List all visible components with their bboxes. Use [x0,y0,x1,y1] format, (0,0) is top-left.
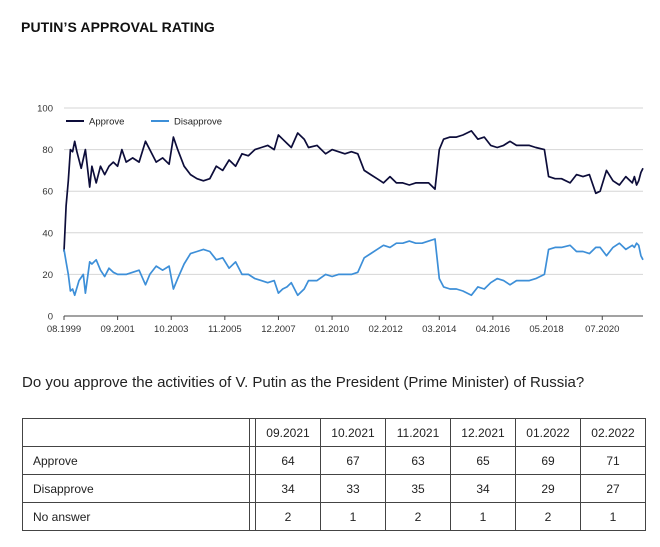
table-cell: 34 [450,474,516,503]
x-tick-label: 05.2018 [529,324,563,335]
y-tick-label: 0 [48,312,53,323]
x-tick-label: 04.2016 [476,324,510,335]
table-cell: 35 [385,474,451,503]
x-axis-ticks: 08.1999 09.2001 10.2003 11.2005 12.2007 01.20… [47,316,619,335]
legend-label-approve: Approve [89,117,124,128]
table-cell: 2 [515,502,581,531]
table-cell: 34 [255,474,321,503]
table-cell: 1 [320,502,386,531]
table-cell: 63 [385,446,451,475]
x-tick-label: 12.2007 [261,324,295,335]
table-row: Disapprove 34 33 35 34 29 27 [22,474,646,503]
table-cell: 71 [580,446,646,475]
table-cell: 2 [385,502,451,531]
table-cell: 29 [515,474,581,503]
page-title: PUTIN’S APPROVAL RATING [21,19,215,35]
table-cell: 1 [580,502,646,531]
x-tick-label: 08.1999 [47,324,81,335]
x-tick-label: 10.2003 [154,324,188,335]
table-row: Approve 64 67 63 65 69 71 [22,446,646,475]
row-label: Disapprove [22,474,250,503]
y-axis-ticks: 0 20 40 60 80 100 [37,104,53,323]
x-tick-label: 11.2005 [208,324,242,335]
column-header: 01.2022 [515,418,581,447]
table-cell: 1 [450,502,516,531]
row-label: Approve [22,446,250,475]
legend-label-disapprove: Disapprove [174,117,222,128]
gridlines [64,107,643,317]
approval-line-chart: 0 20 40 60 80 100 08.1999 09.2001 10.2003 11.200… [37,104,644,335]
x-tick-label: 09.2001 [100,324,134,335]
table-cell: 64 [255,446,321,475]
table-cell: 2 [255,502,321,531]
column-header: 11.2021 [385,418,451,447]
y-tick-label: 40 [42,228,53,239]
y-tick-label: 100 [37,104,53,115]
y-tick-label: 60 [42,187,53,198]
x-tick-label: 01.2010 [315,324,349,335]
column-header: 12.2021 [450,418,516,447]
series-lines [63,130,644,297]
table-cell: 65 [450,446,516,475]
y-tick-label: 80 [42,145,53,156]
table-header-row: 09.2021 10.2021 11.2021 12.2021 01.2022 … [22,418,646,447]
series-line-approve [63,130,644,252]
x-tick-label: 07.2020 [585,324,619,335]
survey-question: Do you approve the activities of V. Puti… [22,374,585,391]
x-tick-label: 02.2012 [368,324,402,335]
column-header: 10.2021 [320,418,386,447]
table-row: No answer 2 1 2 1 2 1 [22,502,646,531]
table-cell: 69 [515,446,581,475]
legend: Approve Disapprove [66,117,222,128]
column-header: 09.2021 [255,418,321,447]
results-table: 09.2021 10.2021 11.2021 12.2021 01.2022 … [22,418,646,531]
y-tick-label: 20 [42,270,53,281]
table-cell: 27 [580,474,646,503]
table-cell: 33 [320,474,386,503]
x-tick-label: 03.2014 [422,324,456,335]
table-corner-cell [22,418,250,447]
series-line-disapprove [63,238,644,297]
row-label: No answer [22,502,250,531]
column-header: 02.2022 [580,418,646,447]
table-cell: 67 [320,446,386,475]
